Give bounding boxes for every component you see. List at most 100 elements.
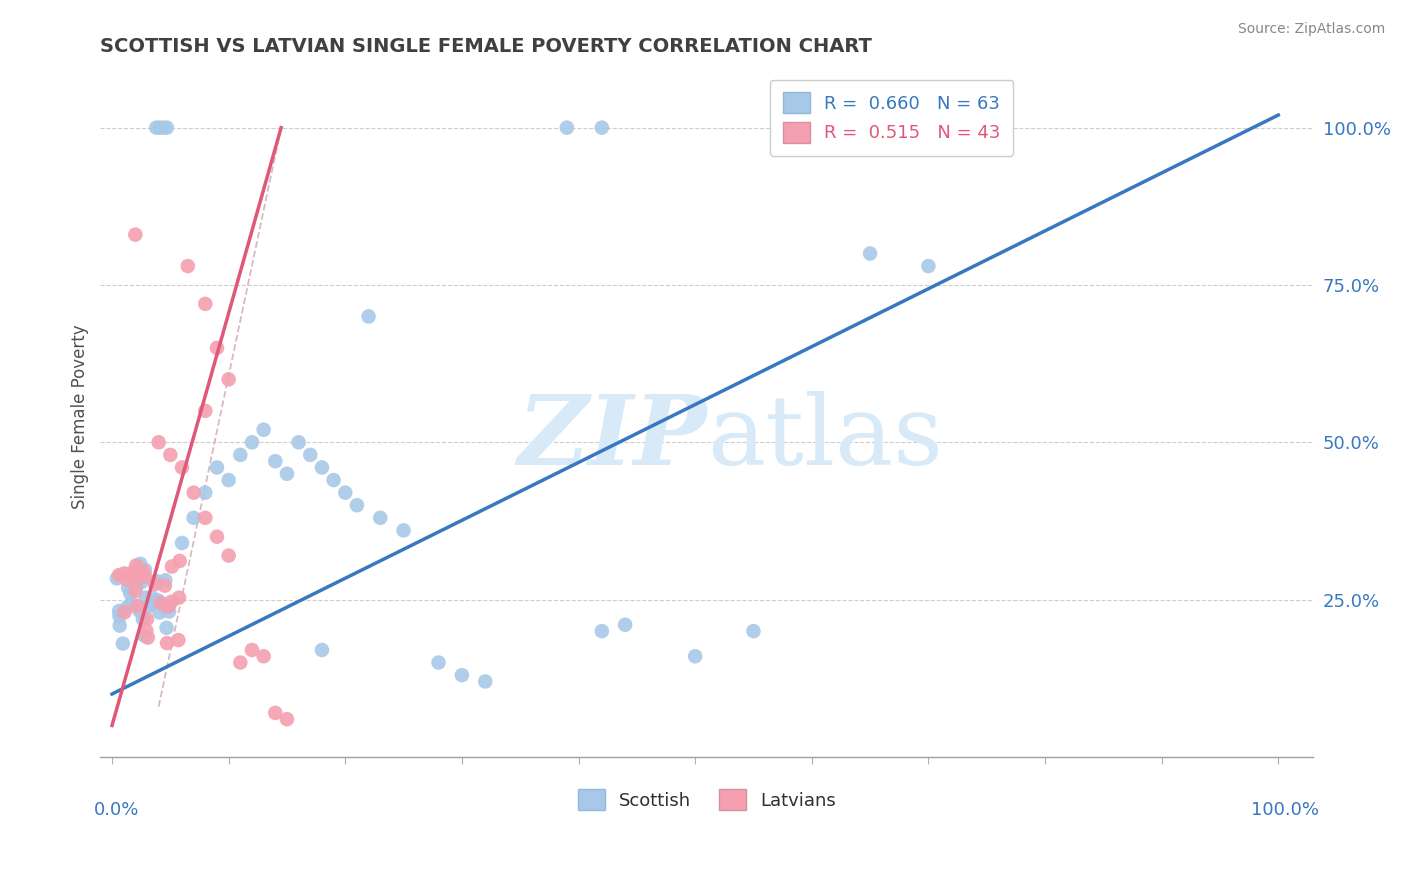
Point [115, 600, 138, 615]
Point [205, 341, 228, 355]
Point [194, 511, 217, 525]
Point [148, 593, 170, 607]
Point [152, 120, 174, 135]
Point [108, 618, 131, 632]
Point [194, 404, 217, 418]
Point [311, 643, 333, 657]
Point [117, 581, 139, 595]
Point [555, 120, 578, 135]
Point [264, 706, 287, 720]
Point [143, 594, 166, 608]
Point [218, 549, 240, 563]
Point [125, 574, 148, 588]
Point [148, 435, 170, 450]
Point [111, 636, 134, 650]
Y-axis label: Single Female Poverty: Single Female Poverty [72, 325, 89, 509]
Point [134, 569, 156, 583]
Point [120, 586, 142, 600]
Text: ZIP: ZIP [517, 391, 707, 484]
Point [112, 566, 135, 581]
Text: SCOTTISH VS LATVIAN SINGLE FEMALE POVERTY CORRELATION CHART: SCOTTISH VS LATVIAN SINGLE FEMALE POVERT… [100, 37, 872, 56]
Point [183, 511, 205, 525]
Point [145, 574, 167, 589]
Point [742, 624, 765, 639]
Point [194, 485, 217, 500]
Point [253, 649, 276, 664]
Point [108, 609, 131, 624]
Point [474, 674, 496, 689]
Point [124, 227, 146, 242]
Point [859, 246, 882, 260]
Point [134, 563, 156, 577]
Point [229, 656, 252, 670]
Point [125, 599, 148, 613]
Point [311, 460, 333, 475]
Point [135, 591, 157, 605]
Point [240, 643, 263, 657]
Point [132, 569, 155, 583]
Point [114, 605, 136, 619]
Point [115, 573, 138, 587]
Point [157, 604, 180, 618]
Text: atlas: atlas [707, 391, 943, 484]
Point [169, 554, 191, 568]
Point [335, 485, 357, 500]
Text: 100.0%: 100.0% [1251, 801, 1319, 819]
Point [142, 597, 165, 611]
Point [127, 565, 149, 579]
Point [134, 629, 156, 643]
Point [155, 600, 177, 615]
Point [253, 423, 276, 437]
Point [124, 583, 146, 598]
Point [108, 568, 131, 582]
Point [120, 566, 142, 581]
Point [160, 559, 183, 574]
Point [167, 633, 190, 648]
Point [159, 448, 181, 462]
Point [240, 435, 263, 450]
Point [156, 120, 179, 135]
Point [149, 596, 172, 610]
Point [136, 631, 159, 645]
Point [218, 473, 240, 487]
Point [135, 624, 157, 638]
Point [614, 617, 637, 632]
Point [591, 120, 613, 135]
Point [141, 591, 163, 605]
Point [392, 524, 415, 538]
Point [170, 536, 193, 550]
Point [125, 579, 148, 593]
Point [149, 120, 172, 135]
Point [591, 624, 613, 639]
Text: Source: ZipAtlas.com: Source: ZipAtlas.com [1237, 22, 1385, 37]
Point [322, 473, 344, 487]
Point [683, 649, 706, 664]
Point [132, 565, 155, 579]
Point [170, 460, 193, 475]
Point [148, 606, 170, 620]
Point [299, 448, 322, 462]
Point [427, 656, 450, 670]
Point [177, 259, 200, 273]
Point [368, 511, 391, 525]
Point [138, 599, 160, 614]
Legend: Scottish, Latvians: Scottish, Latvians [565, 777, 848, 822]
Point [917, 259, 939, 273]
Text: 0.0%: 0.0% [94, 801, 139, 819]
Point [183, 485, 205, 500]
Point [128, 604, 150, 618]
Point [194, 297, 217, 311]
Point [108, 604, 131, 618]
Point [160, 595, 183, 609]
Point [125, 558, 148, 573]
Point [346, 498, 368, 512]
Point [218, 372, 240, 386]
Point [129, 575, 152, 590]
Point [135, 612, 157, 626]
Point [205, 530, 228, 544]
Point [264, 454, 287, 468]
Point [287, 435, 309, 450]
Point [153, 579, 176, 593]
Point [156, 636, 179, 650]
Point [132, 612, 155, 626]
